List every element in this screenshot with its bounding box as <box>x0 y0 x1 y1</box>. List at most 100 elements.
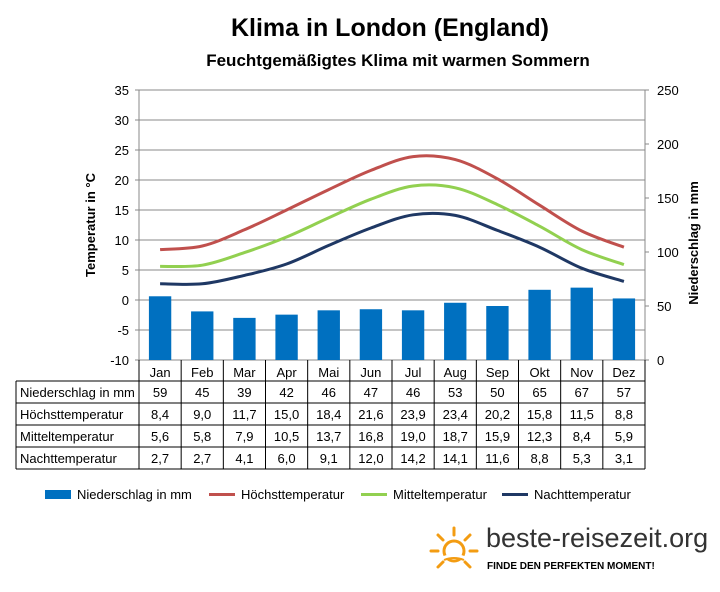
chart-title: Klima in London (England) <box>230 14 550 42</box>
row-max-temp-cell: 11,7 <box>232 407 256 422</box>
x-tick-label: Feb <box>191 365 213 380</box>
row-precipitation-cell: 47 <box>364 385 378 400</box>
bar-precipitation <box>191 311 214 360</box>
row-max-temp-cell: 23,9 <box>400 407 425 422</box>
row-max-temp-cell: 9,0 <box>193 407 211 422</box>
bar-precipitation <box>148 296 172 360</box>
row-precipitation-header: Niederschlag in mm <box>20 385 135 400</box>
x-tick-label: Jul <box>405 365 422 380</box>
x-tick-label: Nov <box>570 365 594 380</box>
chart-subtitle: Feuchtgemäßigtes Klima mit warmen Sommer… <box>206 51 590 70</box>
row-night-temp-header: Nachttemperatur <box>20 451 117 466</box>
bar-precipitation <box>317 310 340 360</box>
y2-tick-label: 50 <box>657 299 671 314</box>
row-precipitation-cell: 53 <box>448 385 462 400</box>
row-mean-temp-cell: 13,7 <box>316 429 341 444</box>
row-night-temp-cell: 2,7 <box>193 451 211 466</box>
row-mean-temp-cell: 5,8 <box>193 429 211 444</box>
row-mean-temp-cell: 12,3 <box>527 429 552 444</box>
bar-precipitation <box>486 306 509 360</box>
row-mean-temp-cell: 16,8 <box>358 429 383 444</box>
row-mean-temp-cell: 10,5 <box>274 429 299 444</box>
row-mean-temp-cell: 18,7 <box>443 429 468 444</box>
row-precipitation-cell: 59 <box>153 385 167 400</box>
legend-item-precipitation: Niederschlag in mm <box>45 487 192 502</box>
row-max-temp-cell: 23,4 <box>443 407 468 422</box>
row-precipitation-cell: 50 <box>490 385 504 400</box>
y-tick-label: 0 <box>122 293 129 308</box>
y-tick-label: -5 <box>117 323 129 338</box>
bar-precipitation <box>612 298 636 360</box>
legend-label-precipitation: Niederschlag in mm <box>77 487 192 502</box>
bar-precipitation <box>401 310 425 360</box>
legend-item-mean-temp: Mitteltemperatur <box>361 487 487 502</box>
row-max-temp-cell: 15,8 <box>527 407 552 422</box>
row-mean-temp-cell: 5,6 <box>151 429 169 444</box>
x-tick-label: Jun <box>360 365 381 380</box>
y2-axis-title: Niederschlag in mm <box>686 181 701 305</box>
y2-tick-label: 100 <box>657 245 679 260</box>
bar-precipitation <box>275 314 298 360</box>
brand-slogan: FINDE DEN PERFEKTEN MOMENT! <box>487 561 655 572</box>
legend-label-max-temp: Höchsttemperatur <box>241 487 345 502</box>
row-night-temp-cell: 3,1 <box>615 451 633 466</box>
row-max-temp-header: Höchsttemperatur <box>20 407 124 422</box>
plot-area <box>138 89 646 361</box>
brand-logo: beste-reisezeit.org FINDE DEN PERFEKTEN … <box>428 520 718 590</box>
legend-swatch-mean-temp <box>361 493 387 496</box>
row-precipitation-cell: 45 <box>195 385 209 400</box>
y-tick-label: 30 <box>115 113 129 128</box>
row-max-temp-cell: 20,2 <box>485 407 510 422</box>
sun-icon <box>429 526 479 569</box>
row-max-temp-cell: 8,4 <box>151 407 169 422</box>
row-precipitation-cell: 57 <box>617 385 631 400</box>
line-max-temp <box>159 154 625 252</box>
bar-precipitation <box>528 289 551 360</box>
legend-item-max-temp: Höchsttemperatur <box>209 487 344 502</box>
row-mean-temp-cell: 7,9 <box>235 429 253 444</box>
y2-tick-label: 0 <box>657 353 664 368</box>
line-mean-temp <box>160 183 625 269</box>
x-tick-label: Mai <box>318 365 339 380</box>
row-night-temp-cell: 6,0 <box>278 451 296 466</box>
row-precipitation-cell: 46 <box>406 385 420 400</box>
row-night-temp-cell: 2,7 <box>151 451 169 466</box>
y-tick-label: 25 <box>115 143 129 158</box>
legend-swatch-max-temp <box>209 493 235 496</box>
row-night-temp-cell: 9,1 <box>320 451 338 466</box>
row-night-temp-cell: 8,8 <box>531 451 549 466</box>
y-tick-label: 20 <box>115 173 129 188</box>
row-night-temp-cell: 5,3 <box>573 451 591 466</box>
bar-precipitation <box>233 317 256 360</box>
row-mean-temp-cell: 5,9 <box>615 429 633 444</box>
row-mean-temp-cell: 8,4 <box>573 429 591 444</box>
bar-precipitation <box>570 287 593 360</box>
row-night-temp-cell: 4,1 <box>235 451 253 466</box>
row-precipitation-cell: 39 <box>237 385 251 400</box>
row-max-temp-cell: 15,0 <box>274 407 299 422</box>
row-precipitation-cell: 67 <box>575 385 589 400</box>
line-night-temp <box>160 211 625 286</box>
row-max-temp-cell: 18,4 <box>316 407 341 422</box>
legend-label-night-temp: Nachttemperatur <box>534 487 631 502</box>
y2-tick-label: 150 <box>657 191 679 206</box>
bar-precipitation <box>444 302 467 360</box>
row-mean-temp-cell: 19,0 <box>400 429 425 444</box>
legend-swatch-night-temp <box>502 493 528 496</box>
row-mean-temp-header: Mitteltemperatur <box>20 429 115 444</box>
y-axis-title: Temperatur in °C <box>83 172 98 277</box>
row-night-temp-cell: 11,6 <box>485 451 509 466</box>
row-precipitation-cell: 65 <box>532 385 546 400</box>
x-tick-label: Dez <box>612 365 635 380</box>
row-max-temp-cell: 11,5 <box>570 407 594 422</box>
row-night-temp-cell: 14,1 <box>443 451 468 466</box>
x-tick-label: Apr <box>276 365 297 380</box>
y-tick-label: 5 <box>122 263 129 278</box>
row-max-temp-cell: 8,8 <box>615 407 633 422</box>
legend-swatch-precipitation <box>45 490 71 499</box>
brand-name: beste-reisezeit.org <box>486 523 709 553</box>
row-precipitation-cell: 42 <box>279 385 293 400</box>
row-precipitation-cell: 46 <box>322 385 336 400</box>
x-tick-label: Mar <box>233 365 256 380</box>
x-tick-label: Okt <box>529 365 550 380</box>
